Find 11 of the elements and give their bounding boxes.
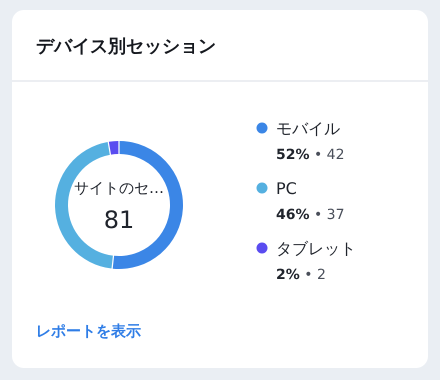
- chart-title: デバイス別セッション: [36, 36, 216, 57]
- donut-slice: [108, 141, 118, 155]
- legend-label: PC: [276, 179, 297, 198]
- data-label: 52% • 42: [276, 147, 344, 163]
- data-label: 46% • 37: [276, 207, 344, 223]
- legend-label: タブレット: [276, 239, 356, 258]
- text: サイトのセ…: [74, 179, 164, 197]
- data-label: 2% • 2: [276, 267, 326, 283]
- text: 81: [104, 206, 134, 234]
- legend-label: モバイル: [276, 119, 340, 138]
- text: レポートを表示: [36, 322, 141, 340]
